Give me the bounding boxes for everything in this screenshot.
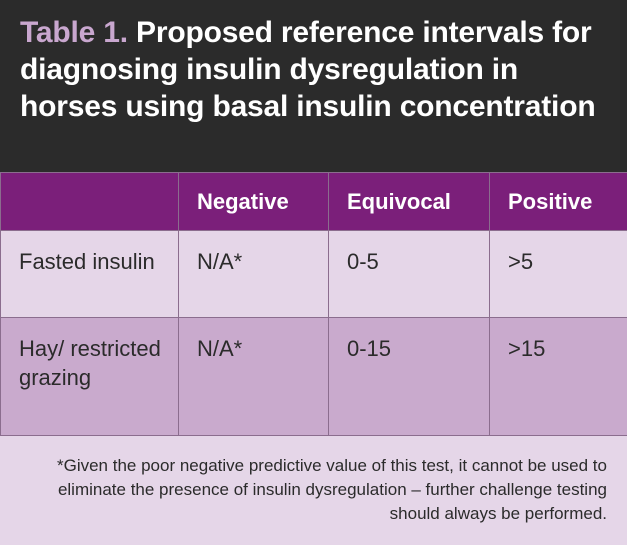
cell-positive: >15 <box>489 317 627 436</box>
header-equivocal: Equivocal <box>328 172 490 231</box>
header-positive: Positive <box>489 172 627 231</box>
table-title: Table 1. Proposed reference intervals fo… <box>20 14 607 125</box>
cell-negative: N/A* <box>178 317 329 436</box>
cell-positive: >5 <box>489 230 627 318</box>
table-title-text: Proposed reference intervals for diagnos… <box>20 16 596 123</box>
table-row: Hay/ restricted grazing N/A* 0-15 >15 <box>0 317 627 436</box>
row-label: Fasted insulin <box>0 230 179 318</box>
cell-equivocal: 0-15 <box>328 317 490 436</box>
footnote: *Given the poor negative predictive valu… <box>0 435 627 545</box>
table-number: Table 1. <box>20 16 128 49</box>
table-row: Fasted insulin N/A* 0-5 >5 <box>0 230 627 318</box>
footnote-text: *Given the poor negative predictive valu… <box>56 456 607 523</box>
title-block: Table 1. Proposed reference intervals fo… <box>0 0 627 172</box>
header-row: Negative Equivocal Positive <box>0 172 627 231</box>
reference-table: Negative Equivocal Positive Fasted insul… <box>0 172 627 436</box>
header-negative: Negative <box>178 172 329 231</box>
cell-negative: N/A* <box>178 230 329 318</box>
cell-equivocal: 0-5 <box>328 230 490 318</box>
header-empty <box>0 172 179 231</box>
row-label: Hay/ restricted grazing <box>0 317 179 436</box>
